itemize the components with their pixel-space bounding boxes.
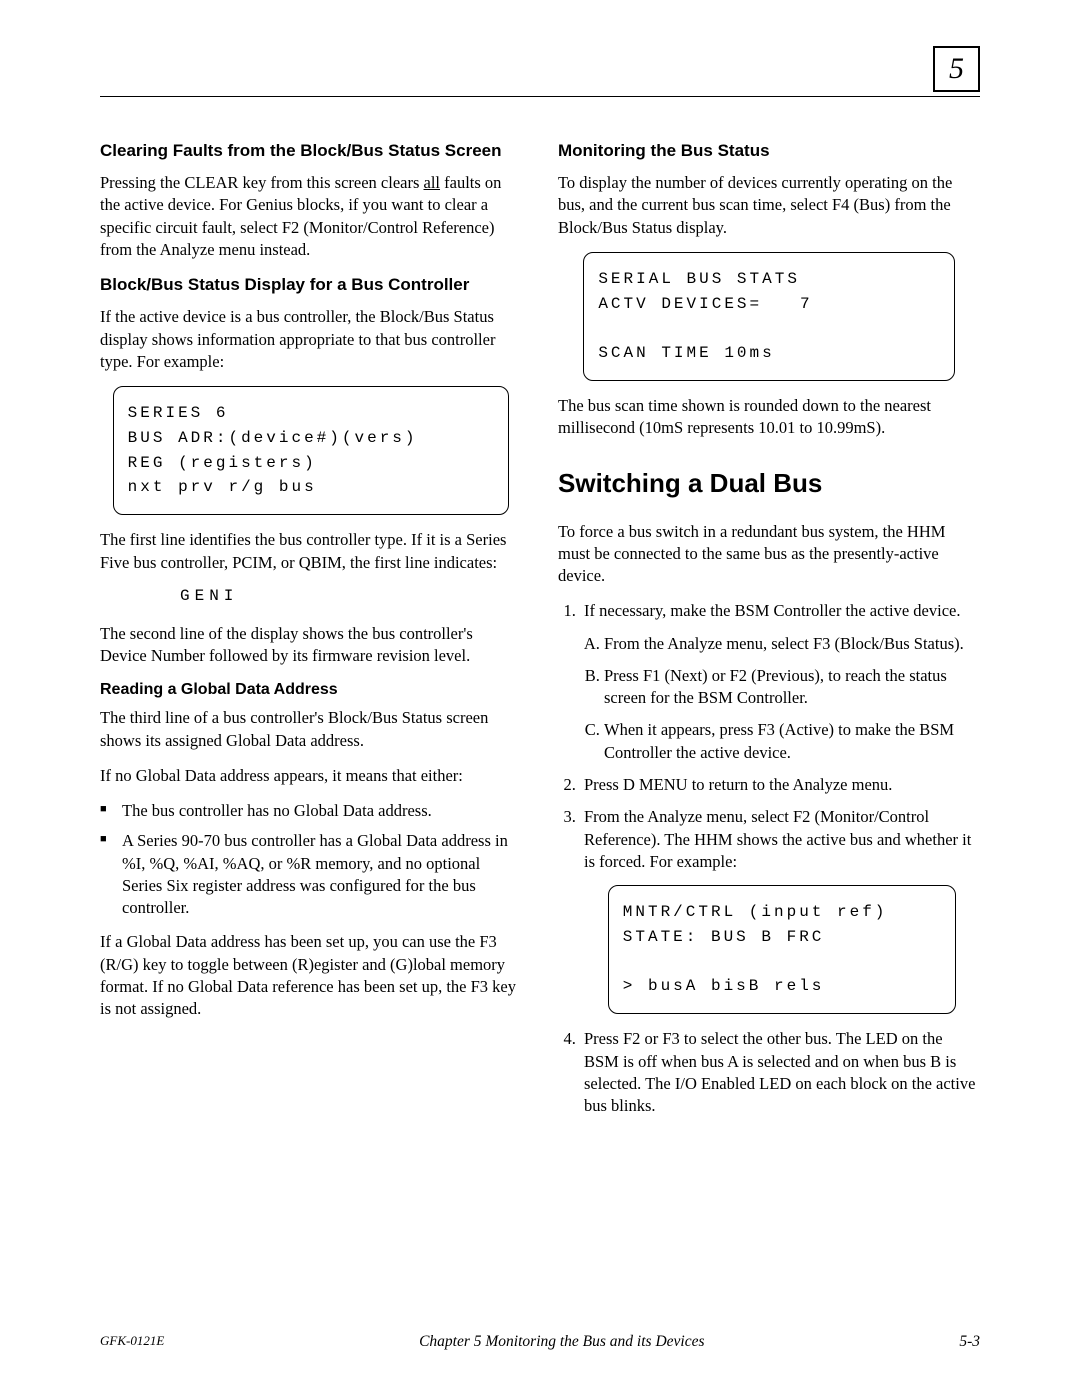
substep-a: From the Analyze menu, select F3 (Block/… <box>604 633 980 655</box>
heading-bus-controller-display: Block/Bus Status Display for a Bus Contr… <box>100 274 522 296</box>
footer-page-number: 5-3 <box>959 1333 980 1351</box>
para-scan-time: The bus scan time shown is rounded down … <box>558 395 980 440</box>
lcd-display-mntr: MNTR/CTRL (input ref) STATE: BUS B FRC >… <box>608 885 956 1014</box>
para-third-line: The third line of a bus controller's Blo… <box>100 707 522 752</box>
step-2: Press D MENU to return to the Analyze me… <box>580 774 980 796</box>
heading-monitoring-bus: Monitoring the Bus Status <box>558 140 980 162</box>
bullet-item: A Series 90-70 bus controller has a Glob… <box>100 830 522 919</box>
mono-geni: GENI <box>180 587 522 605</box>
para-no-address: If no Global Data address appears, it me… <box>100 765 522 787</box>
substep-c: When it appears, press F3 (Active) to ma… <box>604 719 980 764</box>
two-column-layout: Clearing Faults from the Block/Bus Statu… <box>100 140 980 1127</box>
para-bc-display: If the active device is a bus controller… <box>100 306 522 373</box>
para-first-line: The first line identifies the bus contro… <box>100 529 522 574</box>
footer-doc-id: GFK-0121E <box>100 1333 164 1351</box>
step-4: Press F2 or F3 to select the other bus. … <box>580 1028 980 1117</box>
step-3: From the Analyze menu, select F2 (Monito… <box>580 806 980 1014</box>
heading-switching-dual-bus: Switching a Dual Bus <box>558 468 980 499</box>
chapter-number: 5 <box>949 52 964 85</box>
step-1: If necessary, make the BSM Controller th… <box>580 600 980 764</box>
para-monitor-bus: To display the number of devices current… <box>558 172 980 239</box>
heading-global-data: Reading a Global Data Address <box>100 681 522 699</box>
underline-all: all <box>424 173 441 192</box>
heading-clearing-faults: Clearing Faults from the Block/Bus Statu… <box>100 140 522 162</box>
page-footer: GFK-0121E Chapter 5 Monitoring the Bus a… <box>100 1333 980 1351</box>
step-list: If necessary, make the BSM Controller th… <box>580 600 980 1117</box>
right-column: Monitoring the Bus Status To display the… <box>558 140 980 1127</box>
para-force-switch: To force a bus switch in a redundant bus… <box>558 521 980 588</box>
lcd-display-serial-bus: SERIAL BUS STATS ACTV DEVICES= 7 SCAN TI… <box>583 252 954 381</box>
substep-b: Press F1 (Next) or F2 (Previous), to rea… <box>604 665 980 710</box>
lcd-display-series6: SERIES 6 BUS ADR:(device#)(vers) REG (re… <box>113 386 510 515</box>
bullet-item: The bus controller has no Global Data ad… <box>100 800 522 822</box>
chapter-number-box: 5 <box>933 46 980 92</box>
left-column: Clearing Faults from the Block/Bus Statu… <box>100 140 522 1127</box>
footer-chapter: Chapter 5 Monitoring the Bus and its Dev… <box>419 1333 704 1351</box>
para-second-line: The second line of the display shows the… <box>100 623 522 668</box>
para-clear-faults: Pressing the CLEAR key from this screen … <box>100 172 522 261</box>
header-rule <box>100 96 980 97</box>
bullet-list-global: The bus controller has no Global Data ad… <box>100 800 522 919</box>
para-f3-toggle: If a Global Data address has been set up… <box>100 931 522 1020</box>
substep-list: From the Analyze menu, select F3 (Block/… <box>604 633 980 764</box>
